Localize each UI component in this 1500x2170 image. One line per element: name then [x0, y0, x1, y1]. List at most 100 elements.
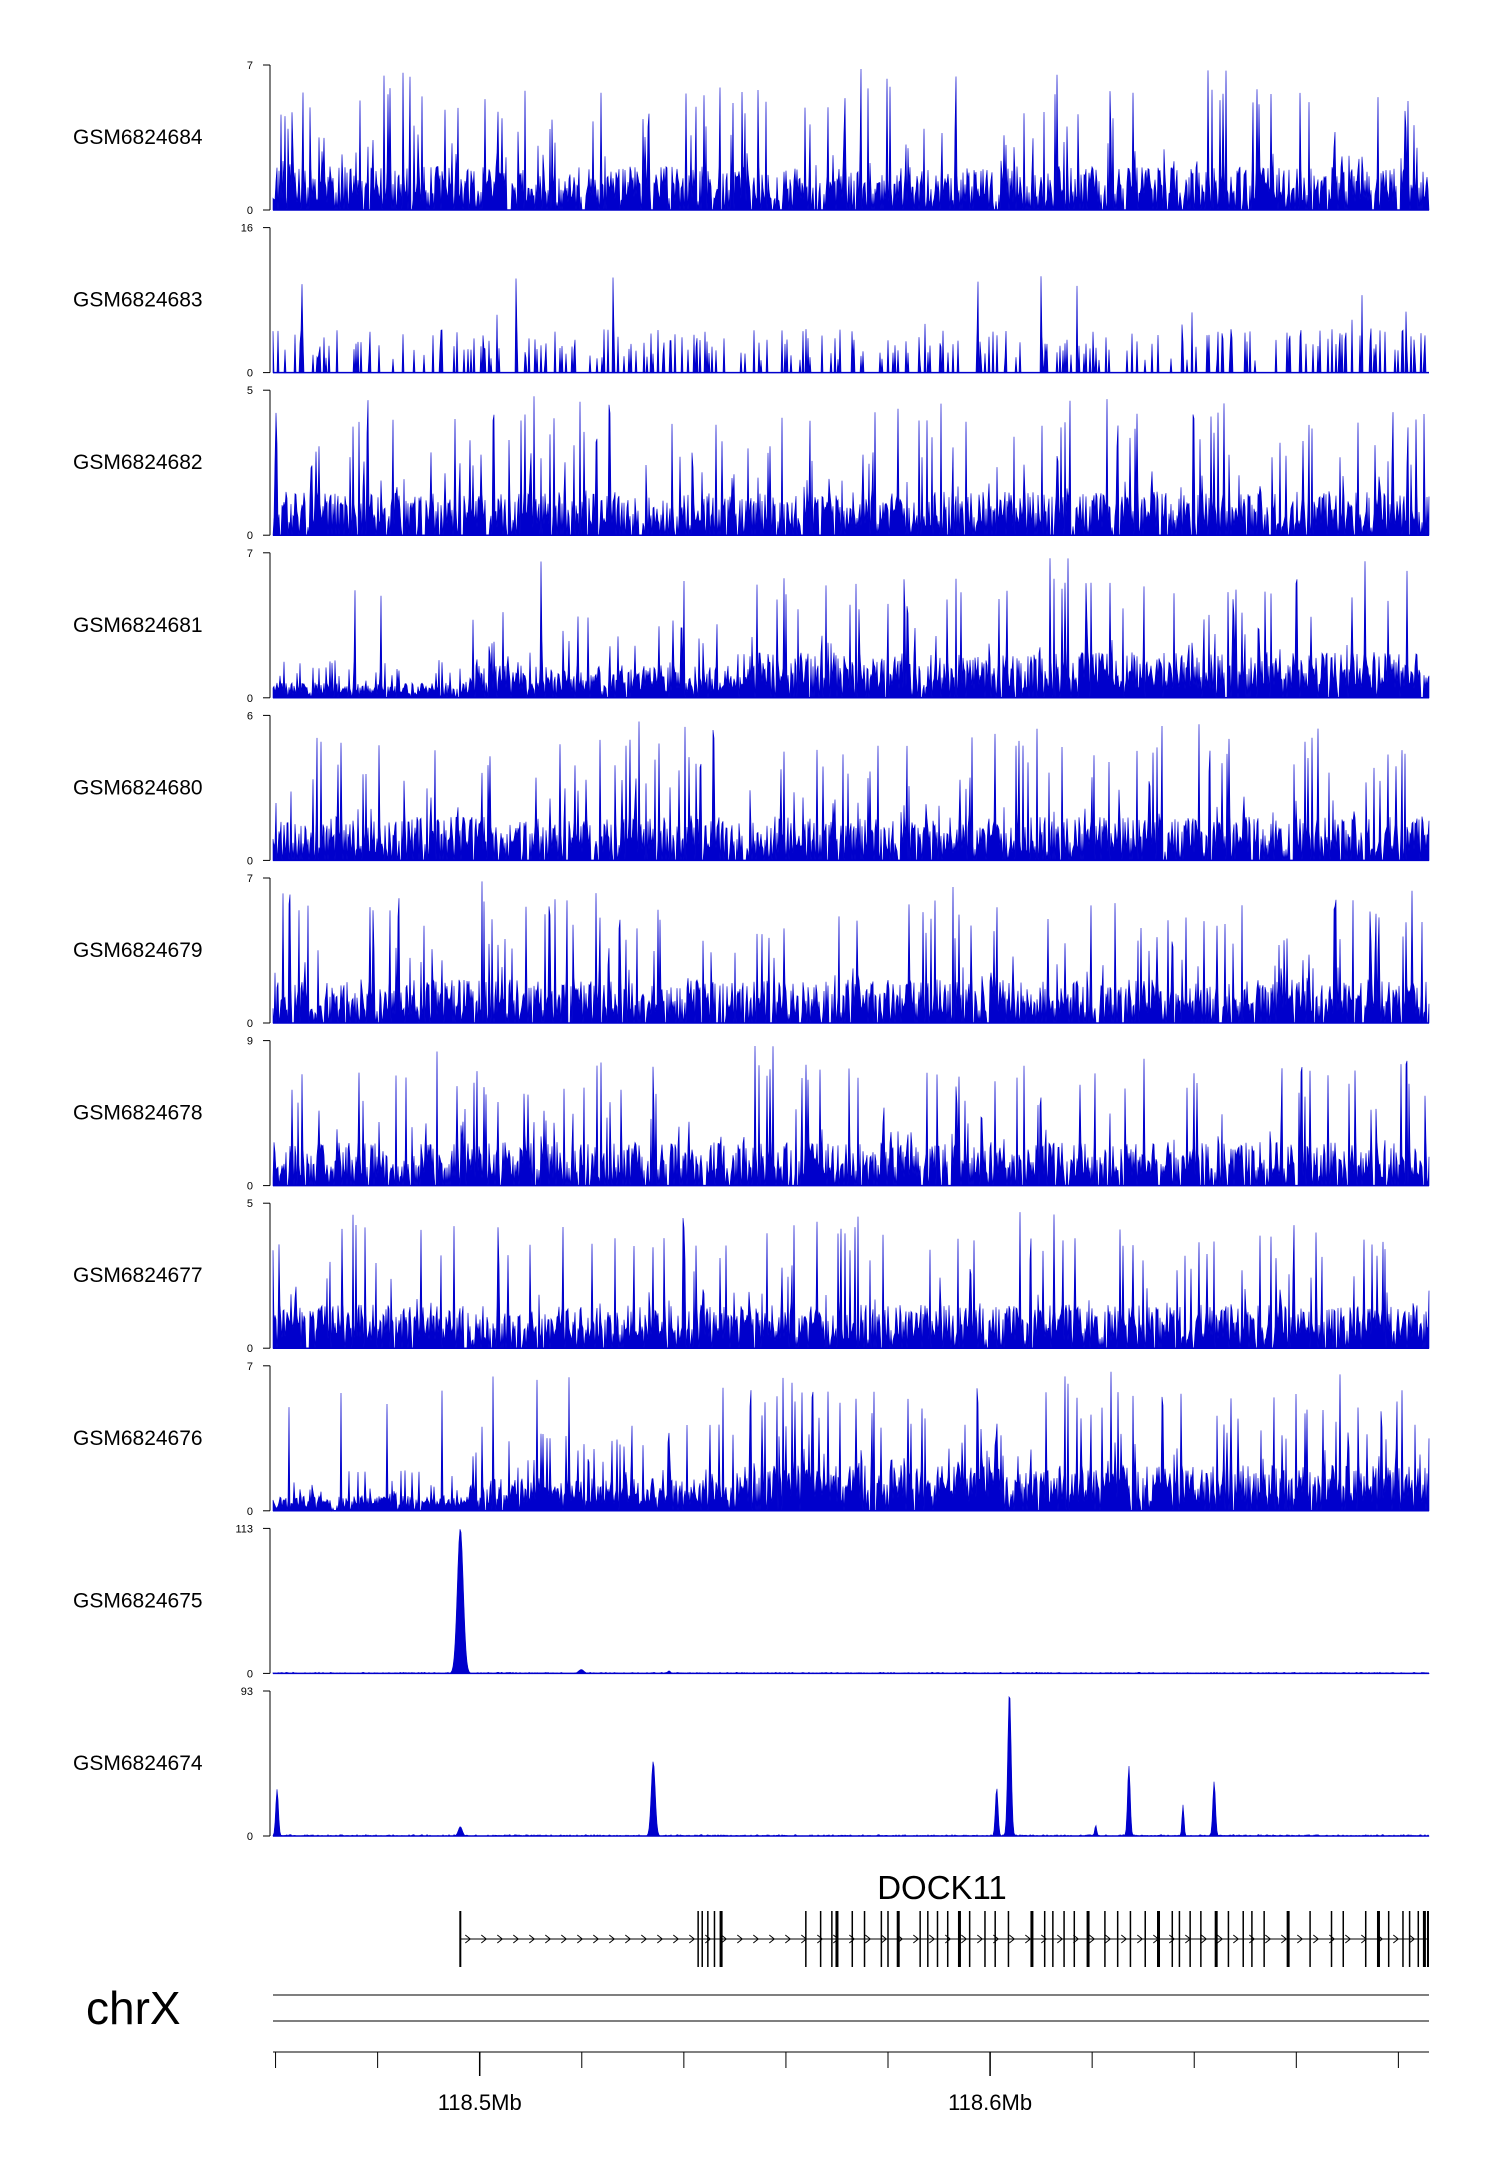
strand-arrow [1312, 1934, 1320, 1944]
track-label: GSM6824682 [73, 451, 203, 474]
signal-area [272, 68, 1430, 211]
exon [927, 1911, 929, 1967]
strand-arrow [752, 1934, 760, 1944]
strand-arrow [1344, 1934, 1352, 1944]
exon [1129, 1911, 1132, 1967]
exon [1402, 1911, 1404, 1967]
strand-arrow [576, 1934, 584, 1944]
track-label: GSM6824674 [73, 1752, 203, 1775]
exon [1073, 1911, 1076, 1967]
exon [880, 1911, 883, 1967]
track-label: GSM6824684 [73, 126, 203, 149]
y-max-label: 16 [241, 223, 253, 235]
y-min-label: 0 [247, 1668, 253, 1680]
exon [697, 1911, 699, 1967]
track-GSM6824680: GSM6824680 6 0 [73, 710, 1430, 867]
strand-arrow [1264, 1934, 1272, 1944]
strand-arrow [928, 1934, 936, 1944]
strand-arrow [1280, 1934, 1288, 1944]
strand-arrow [512, 1934, 520, 1944]
strand-arrow [496, 1934, 504, 1944]
exon [1189, 1911, 1191, 1967]
strand-arrow [768, 1934, 776, 1944]
exon [1104, 1911, 1106, 1967]
exon [851, 1911, 854, 1967]
strand-arrow [480, 1934, 488, 1944]
exon [1342, 1911, 1345, 1967]
strand-arrow [704, 1934, 712, 1944]
strand-arrow [1408, 1934, 1416, 1944]
strand-arrow [1040, 1934, 1048, 1944]
strand-arrow [976, 1934, 984, 1944]
strand-arrow [656, 1934, 664, 1944]
exon [1144, 1911, 1146, 1967]
exon [957, 1911, 961, 1967]
exon [919, 1911, 921, 1967]
track-GSM6824674: GSM6824674 93 0 [73, 1686, 1430, 1843]
y-max-label: 113 [235, 1523, 253, 1535]
signal-area [272, 558, 1430, 699]
signal-area [272, 396, 1430, 536]
x-tick-label: 118.6Mb [948, 2090, 1032, 2115]
exon [1242, 1911, 1244, 1967]
track-label: GSM6824681 [73, 614, 203, 637]
y-max-label: 7 [247, 548, 253, 560]
strand-arrow [784, 1934, 792, 1944]
exon [1376, 1911, 1380, 1967]
exon [819, 1911, 822, 1967]
strand-arrow [1392, 1934, 1400, 1944]
exon [1364, 1911, 1367, 1967]
strand-arrow [672, 1934, 680, 1944]
y-max-label: 5 [247, 1198, 253, 1210]
y-min-label: 0 [247, 1343, 253, 1355]
track-GSM6824676: GSM6824676 7 0 [73, 1361, 1430, 1518]
strand-arrow [1248, 1934, 1256, 1944]
exon [1178, 1911, 1181, 1967]
y-min-label: 0 [247, 368, 253, 380]
exon [835, 1911, 839, 1967]
y-max-label: 6 [247, 710, 253, 722]
strand-arrow [816, 1934, 824, 1944]
exon [701, 1911, 703, 1967]
exon [946, 1911, 949, 1967]
track-label: GSM6824683 [73, 289, 203, 312]
y-min-label: 0 [247, 855, 253, 867]
y-min-label: 0 [247, 1018, 253, 1030]
signal-area [272, 881, 1430, 1024]
x-tick-label: 118.5Mb [438, 2090, 522, 2115]
strand-arrow [1216, 1934, 1224, 1944]
y-min-label: 0 [247, 1506, 253, 1518]
strand-arrow [544, 1934, 552, 1944]
exon [459, 1911, 462, 1967]
signal-area [272, 721, 1430, 861]
exon [994, 1911, 996, 1967]
exon [1263, 1911, 1265, 1967]
exon [1116, 1911, 1119, 1967]
exon [1043, 1911, 1046, 1967]
exon [968, 1911, 971, 1967]
exon [984, 1911, 986, 1967]
exon [896, 1911, 900, 1967]
track-label: GSM6824675 [73, 1589, 203, 1612]
track-GSM6824682: GSM6824682 5 0 [73, 385, 1430, 542]
exon [1157, 1911, 1161, 1967]
strand-arrow [736, 1934, 744, 1944]
strand-arrow [720, 1934, 728, 1944]
signal-area [272, 1695, 1430, 1837]
exon [887, 1911, 889, 1967]
strand-arrow [1008, 1934, 1016, 1944]
strand-arrow [560, 1934, 568, 1944]
exon [1309, 1911, 1311, 1967]
strand-arrow [912, 1934, 920, 1944]
track-GSM6824678: GSM6824678 9 0 [73, 1036, 1430, 1193]
track-GSM6824684: GSM6824684 7 0 [73, 60, 1430, 217]
y-min-label: 0 [247, 530, 253, 542]
gene-name-label: DOCK11 [877, 1869, 1007, 1906]
y-min-label: 0 [247, 1831, 253, 1843]
exon [1330, 1911, 1333, 1967]
y-min-label: 0 [247, 1181, 253, 1193]
strand-arrow [1136, 1934, 1144, 1944]
exon [1422, 1911, 1426, 1967]
track-label: GSM6824679 [73, 939, 203, 962]
